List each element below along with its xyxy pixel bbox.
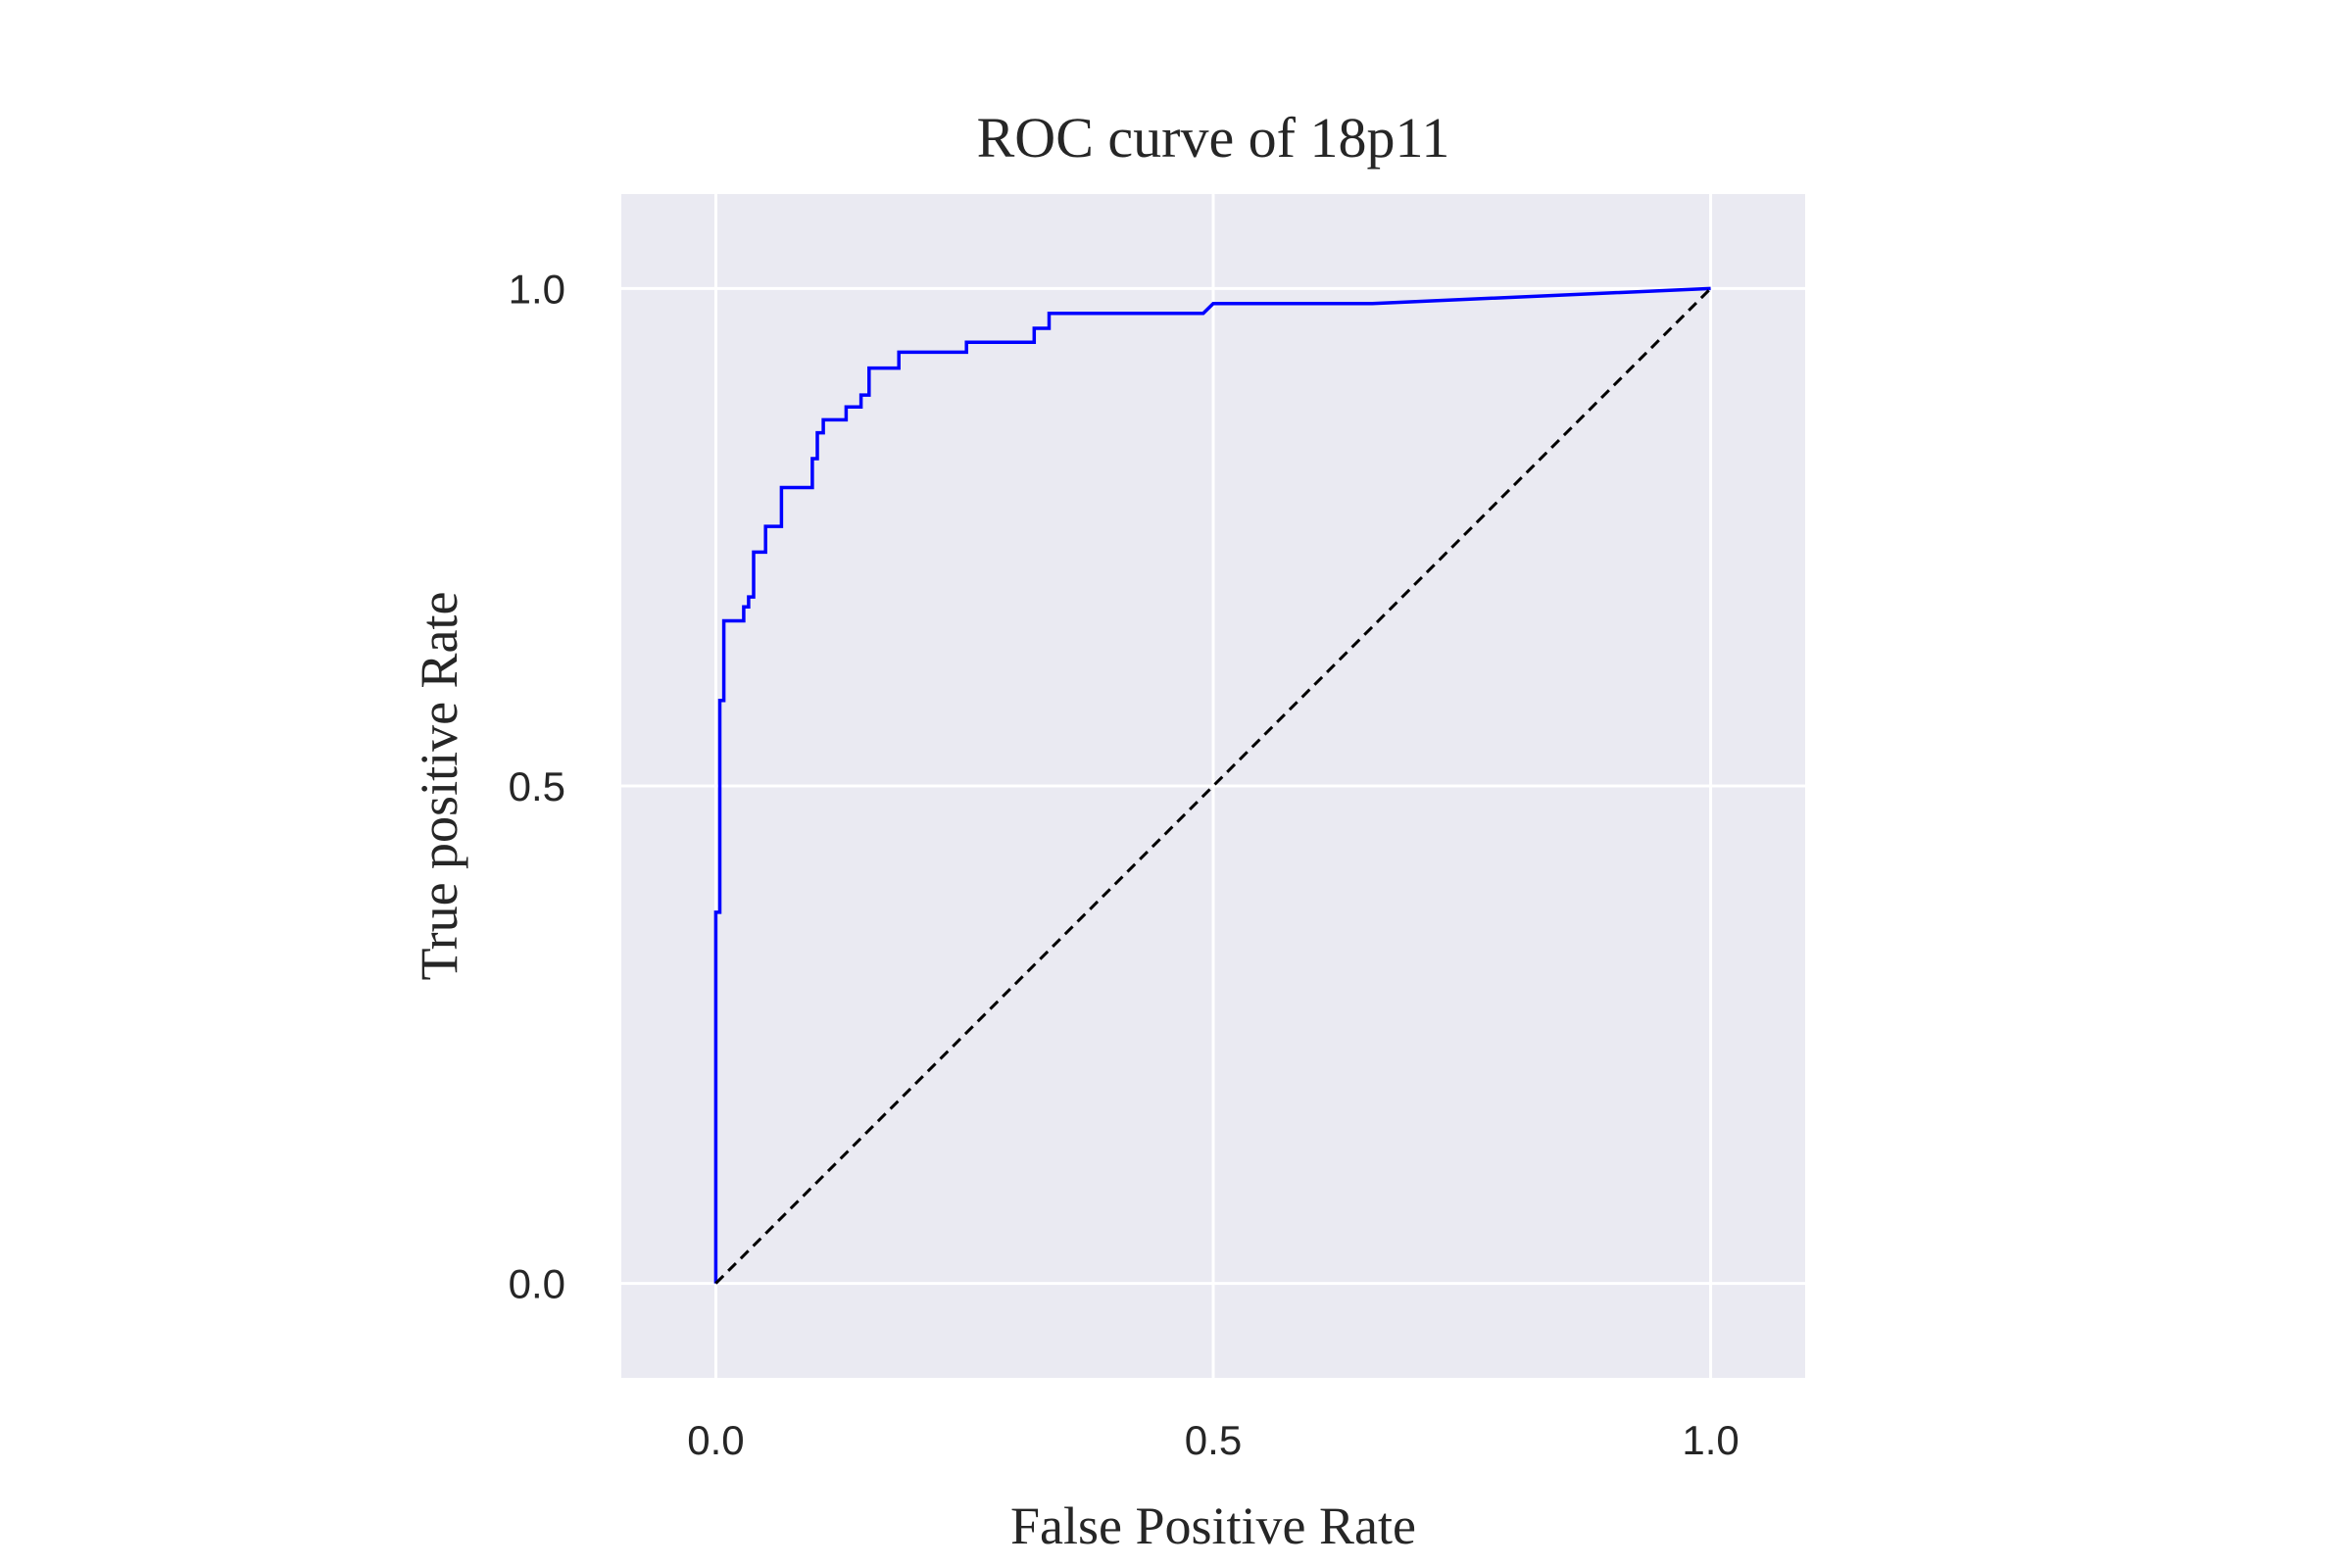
x-axis-label: False Positive Rate bbox=[1010, 1496, 1416, 1555]
x-tick-label: 0.5 bbox=[1185, 1417, 1242, 1463]
reference-diagonal-line bbox=[714, 287, 1712, 1285]
y-tick-label: 0.0 bbox=[509, 1261, 565, 1307]
series-layer bbox=[713, 286, 1712, 1285]
y-tick-label: 0.5 bbox=[509, 763, 565, 809]
ticks-layer: 0.0 0.5 1.0 0.0 0.5 1.0 bbox=[509, 266, 1740, 1463]
x-tick-label: 1.0 bbox=[1682, 1417, 1739, 1463]
x-tick-label: 0.0 bbox=[687, 1417, 744, 1463]
roc-curve-line bbox=[713, 286, 1711, 1284]
chart-title: ROC curve of 18p11 bbox=[977, 106, 1450, 170]
grid-lines bbox=[621, 194, 1805, 1378]
y-axis-label: True positive Rate bbox=[410, 592, 468, 981]
y-tick-label: 1.0 bbox=[509, 266, 565, 312]
